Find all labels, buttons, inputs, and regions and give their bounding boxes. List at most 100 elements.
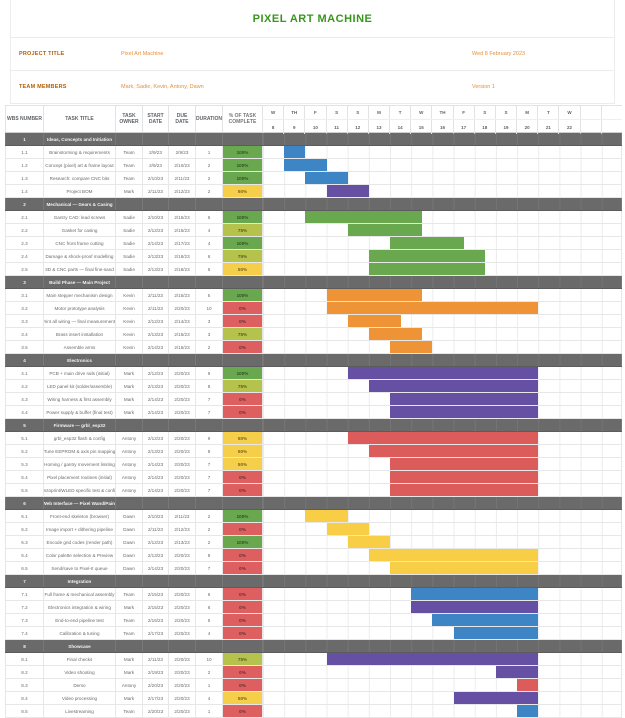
start-date-cell[interactable]: 2/14/23 bbox=[142, 471, 168, 483]
wbs-cell[interactable]: 6.3 bbox=[5, 536, 43, 548]
pct-complete-cell[interactable]: 0% bbox=[222, 523, 262, 535]
gantt-bar[interactable] bbox=[305, 172, 348, 184]
pct-complete-cell[interactable]: 75% bbox=[222, 380, 262, 392]
project-date-value[interactable]: Wed 8 February 2023 bbox=[472, 51, 526, 57]
wbs-cell[interactable]: 7.1 bbox=[5, 588, 43, 600]
task-owner-cell[interactable]: Mark bbox=[115, 692, 142, 704]
task-owner-cell[interactable]: Dawn bbox=[115, 510, 142, 522]
wbs-cell[interactable]: 3.2 bbox=[5, 302, 43, 314]
wbs-cell[interactable]: 8.1 bbox=[5, 653, 43, 665]
task-title-cell[interactable]: Tune EEPROM & axis pin mapping bbox=[43, 445, 115, 457]
start-date-cell[interactable]: 2/20/23 bbox=[142, 679, 168, 691]
pct-complete-cell[interactable]: 0% bbox=[222, 679, 262, 691]
task-title-cell[interactable]: Brass insert installation bbox=[43, 328, 115, 340]
gantt-bar[interactable] bbox=[390, 562, 539, 574]
pct-complete-cell[interactable]: 0% bbox=[222, 666, 262, 678]
due-date-cell[interactable]: 2/11/23 bbox=[168, 172, 195, 184]
gantt-bar[interactable] bbox=[411, 601, 539, 613]
wbs-cell[interactable]: 2.3 bbox=[5, 237, 43, 249]
start-date-cell[interactable]: 2/13/23 bbox=[142, 328, 168, 340]
task-title-cell[interactable]: Calibration & tuning bbox=[43, 627, 115, 639]
pct-complete-cell[interactable]: 0% bbox=[222, 601, 262, 613]
start-date-cell[interactable]: 2/14/23 bbox=[142, 237, 168, 249]
start-date-cell[interactable]: 2/12/23 bbox=[142, 224, 168, 236]
wbs-header[interactable]: WBS NUMBER bbox=[5, 106, 43, 132]
pct-complete-cell[interactable]: 0% bbox=[222, 588, 262, 600]
pct-complete-cell[interactable]: 100% bbox=[222, 172, 262, 184]
task-title-cell[interactable]: Project BOM bbox=[43, 185, 115, 197]
start-date-cell[interactable]: 2/14/23 bbox=[142, 393, 168, 405]
task-title-cell[interactable]: Damage & shock-proof modelling bbox=[43, 250, 115, 262]
task-title-cell[interactable]: Concept (pixel) art & frame layout bbox=[43, 159, 115, 171]
duration-cell[interactable]: 3 bbox=[195, 328, 222, 340]
task-owner-cell[interactable]: Mark bbox=[115, 653, 142, 665]
task-title-cell[interactable]: End-to-end pipeline test bbox=[43, 614, 115, 626]
duration-cell[interactable]: 7 bbox=[195, 471, 222, 483]
gantt-bar[interactable] bbox=[284, 146, 306, 158]
gantt-bar[interactable] bbox=[411, 588, 539, 600]
duration-cell[interactable]: 5 bbox=[195, 289, 222, 301]
gantt-day-letter-cell[interactable]: W bbox=[558, 106, 579, 119]
gantt-day-letter-cell[interactable]: S bbox=[473, 106, 495, 119]
task-title-cell[interactable]: Homing / gantry movement limiting bbox=[43, 458, 115, 470]
duration-cell[interactable]: 9 bbox=[195, 432, 222, 444]
task-owner-cell[interactable]: Mark bbox=[115, 393, 142, 405]
pct-complete-cell[interactable]: 0% bbox=[222, 484, 262, 496]
due-date-cell[interactable]: 2/20/23 bbox=[168, 666, 195, 678]
wbs-cell[interactable]: 5.4 bbox=[5, 471, 43, 483]
start-date-header[interactable]: START DATE bbox=[142, 106, 168, 132]
duration-cell[interactable]: 6 bbox=[195, 588, 222, 600]
gantt-bar[interactable] bbox=[326, 523, 369, 535]
wbs-cell[interactable]: 6.2 bbox=[5, 523, 43, 535]
due-date-cell[interactable]: 2/18/23 bbox=[168, 263, 195, 275]
gantt-bar[interactable] bbox=[368, 445, 539, 457]
task-owner-cell[interactable]: Mark bbox=[115, 601, 142, 613]
duration-cell[interactable]: 10 bbox=[195, 302, 222, 314]
start-date-cell[interactable]: 2/11/23 bbox=[142, 523, 168, 535]
duration-cell[interactable]: 7 bbox=[195, 484, 222, 496]
gantt-bar[interactable] bbox=[495, 666, 539, 678]
task-title-cell[interactable]: Demo bbox=[43, 679, 115, 691]
due-date-cell[interactable]: 2/20/23 bbox=[168, 302, 195, 314]
gantt-day-letter-cell[interactable]: W bbox=[262, 106, 283, 119]
pct-complete-cell[interactable]: 0% bbox=[222, 406, 262, 418]
due-date-cell[interactable]: 2/20/23 bbox=[168, 445, 195, 457]
gantt-bar[interactable] bbox=[368, 328, 422, 340]
gantt-day-number-cell[interactable]: 12 bbox=[346, 120, 368, 134]
gantt-bar[interactable] bbox=[368, 250, 486, 262]
duration-cell[interactable]: 3 bbox=[195, 315, 222, 327]
task-title-cell[interactable]: Research: compare CNC bits bbox=[43, 172, 115, 184]
task-title-cell[interactable]: CNC front frame cutting bbox=[43, 237, 115, 249]
gantt-bar[interactable] bbox=[347, 536, 391, 548]
gantt-day-letter-cell[interactable] bbox=[579, 106, 601, 119]
wbs-cell[interactable]: 1.4 bbox=[5, 185, 43, 197]
start-date-cell[interactable]: 2/14/23 bbox=[142, 341, 168, 353]
pct-complete-cell[interactable]: 100% bbox=[222, 211, 262, 223]
due-date-cell[interactable]: 2/20/23 bbox=[168, 705, 195, 717]
due-date-cell[interactable]: 2/20/23 bbox=[168, 458, 195, 470]
start-date-cell[interactable]: 2/14/23 bbox=[142, 458, 168, 470]
task-title-cell[interactable]: Video processing bbox=[43, 692, 115, 704]
due-date-cell[interactable]: 2/15/23 bbox=[168, 328, 195, 340]
due-date-cell[interactable]: 2/20/23 bbox=[168, 380, 195, 392]
wbs-cell[interactable]: 2.2 bbox=[5, 224, 43, 236]
gantt-day-number-cell[interactable]: 15 bbox=[410, 120, 431, 134]
wbs-cell[interactable]: 6.4 bbox=[5, 549, 43, 561]
wbs-cell[interactable]: 1.3 bbox=[5, 172, 43, 184]
gantt-day-letter-cell[interactable]: TH bbox=[283, 106, 304, 119]
due-date-cell[interactable]: 2/13/23 bbox=[168, 536, 195, 548]
duration-cell[interactable]: 1 bbox=[195, 705, 222, 717]
gantt-bar[interactable] bbox=[305, 211, 422, 223]
pct-complete-cell[interactable]: 75% bbox=[222, 328, 262, 340]
task-owner-cell[interactable]: Antony bbox=[115, 484, 142, 496]
wbs-cell[interactable]: 7.4 bbox=[5, 627, 43, 639]
wbs-cell[interactable]: 8.2 bbox=[5, 666, 43, 678]
due-date-cell[interactable]: 2/20/23 bbox=[168, 653, 195, 665]
duration-cell[interactable]: 6 bbox=[195, 601, 222, 613]
task-owner-cell[interactable]: Antony bbox=[115, 445, 142, 457]
wbs-cell[interactable]: 5.1 bbox=[5, 432, 43, 444]
gantt-day-number-cell[interactable]: 11 bbox=[325, 120, 347, 134]
task-owner-cell[interactable]: Antony bbox=[115, 471, 142, 483]
due-date-cell[interactable]: 2/20/23 bbox=[168, 367, 195, 379]
due-date-cell[interactable]: 2/15/23 bbox=[168, 341, 195, 353]
